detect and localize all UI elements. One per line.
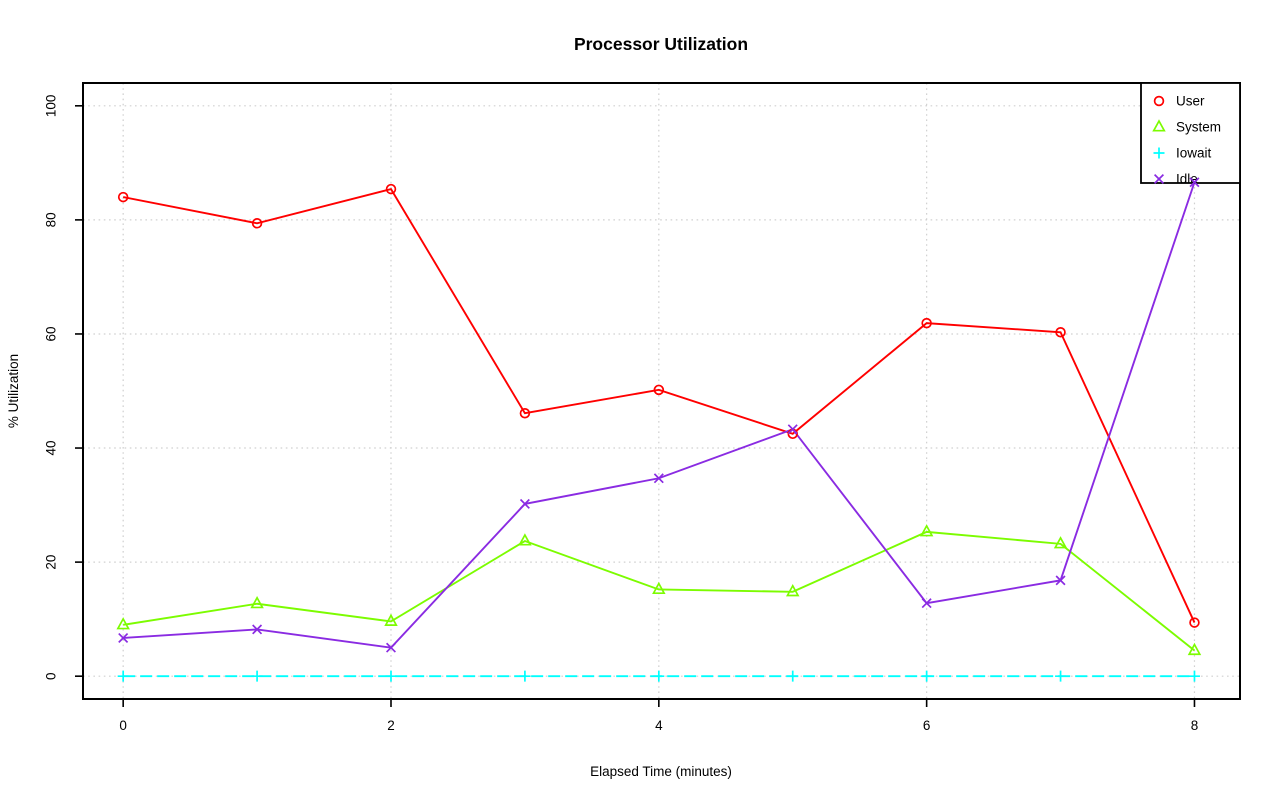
legend-marker-idle — [1153, 173, 1165, 185]
y-tick-label: 100 — [44, 95, 59, 118]
x-tick-label: 8 — [1191, 718, 1199, 733]
y-tick-label: 60 — [44, 326, 59, 341]
y-tick-label: 40 — [44, 441, 59, 456]
legend-marker-iowait — [1153, 147, 1165, 159]
series-line-system — [123, 530, 1196, 652]
legend-marker-user — [1153, 95, 1165, 107]
x-axis-label: Elapsed Time (minutes) — [590, 764, 732, 779]
marker-idle — [787, 424, 798, 435]
marker-idle — [252, 624, 263, 635]
marker-system — [652, 581, 666, 595]
legend-label: Idle — [1176, 172, 1198, 187]
marker-user — [251, 218, 263, 229]
marker-user — [519, 407, 531, 419]
marker-idle — [1055, 575, 1066, 586]
legend-item: System — [1152, 119, 1221, 135]
marker-iowait — [385, 670, 397, 682]
marker-user — [1055, 327, 1066, 338]
legend-marker-system — [1152, 119, 1166, 132]
legend-label: System — [1176, 120, 1221, 135]
marker-idle — [921, 598, 932, 609]
marker-iowait — [1188, 670, 1200, 682]
marker-idle — [1189, 177, 1200, 188]
marker-system — [1187, 642, 1202, 656]
marker-system — [384, 613, 398, 626]
y-tick-label: 20 — [44, 555, 59, 570]
marker-system — [919, 524, 934, 537]
marker-iowait — [519, 670, 531, 682]
marker-user — [921, 317, 932, 329]
legend-item: User — [1153, 94, 1205, 109]
y-axis-label: % Utilization — [6, 354, 21, 428]
x-tick-label: 6 — [923, 718, 931, 733]
marker-iowait — [921, 670, 933, 682]
marker-system — [116, 617, 130, 630]
series-markers-idle — [118, 177, 1200, 653]
series-markers-iowait — [117, 670, 1200, 682]
marker-user — [117, 191, 129, 203]
series-markers-system — [116, 524, 1202, 656]
y-tick-label: 80 — [44, 212, 59, 227]
marker-idle — [385, 642, 396, 653]
marker-system — [1053, 536, 1068, 549]
series-line-user — [122, 187, 1196, 623]
marker-user — [1189, 617, 1200, 628]
marker-system — [786, 583, 800, 597]
x-tick-label: 2 — [387, 718, 395, 733]
marker-idle — [118, 632, 129, 643]
legend-label: Iowait — [1176, 146, 1212, 161]
legend-item: Idle — [1153, 172, 1198, 187]
marker-system — [250, 595, 264, 609]
y-tick-label: 0 — [44, 672, 59, 680]
x-tick-label: 0 — [119, 718, 127, 733]
chart-title: Processor Utilization — [574, 34, 748, 54]
marker-idle — [653, 473, 664, 484]
legend-label: User — [1176, 94, 1205, 109]
legend-item: Iowait — [1153, 146, 1212, 161]
marker-iowait — [653, 670, 665, 682]
marker-iowait — [251, 670, 263, 682]
marker-system — [518, 533, 532, 546]
marker-idle — [519, 498, 530, 509]
marker-iowait — [1055, 670, 1067, 682]
legend: User System Iowait Idle — [1140, 82, 1241, 187]
x-tick-label: 4 — [655, 718, 663, 733]
marker-user — [653, 384, 665, 396]
plot-box — [82, 82, 1241, 700]
marker-iowait — [787, 670, 799, 682]
marker-user — [385, 183, 397, 195]
legend-box — [1140, 82, 1241, 184]
marker-iowait — [117, 670, 129, 682]
